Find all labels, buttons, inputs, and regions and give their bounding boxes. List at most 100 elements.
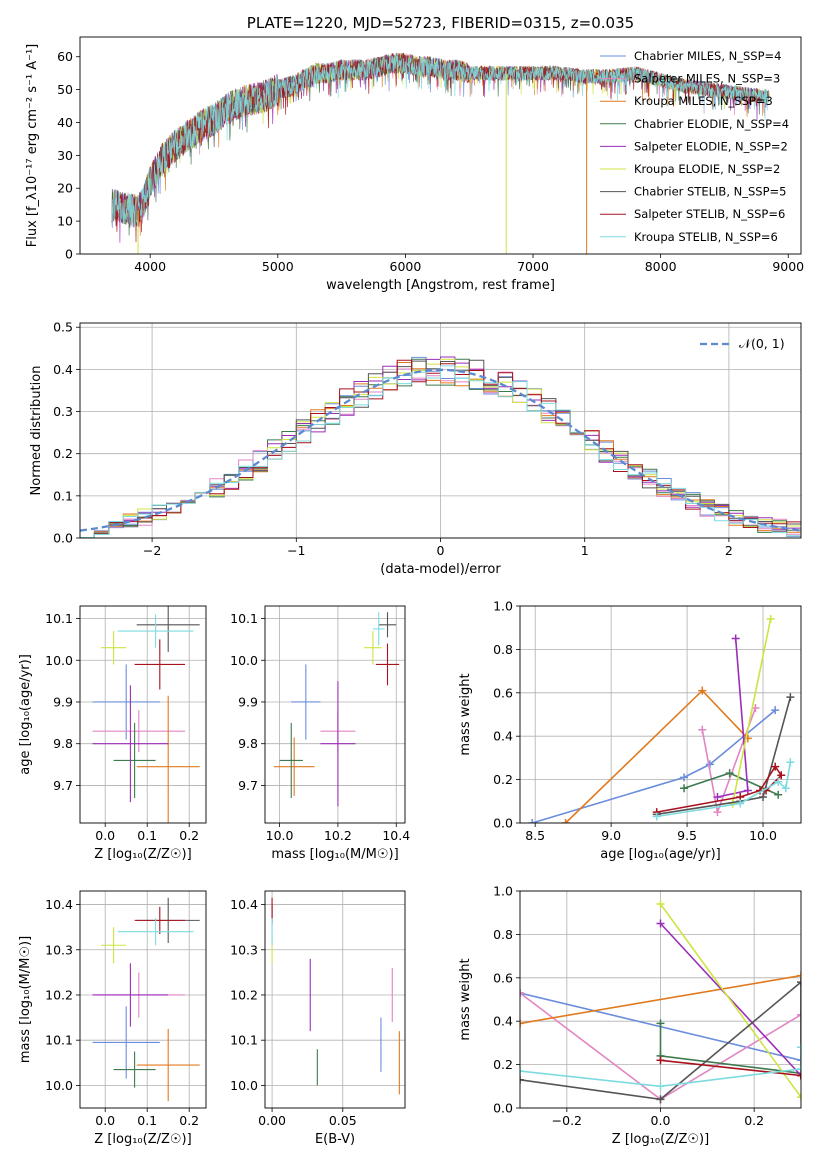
y-tick-label: 60 xyxy=(57,49,73,64)
x-tick-label: 0.05 xyxy=(329,1113,357,1128)
weight-marker xyxy=(797,1043,801,1052)
weight-marker xyxy=(713,792,722,801)
y-axis-label: mass weight xyxy=(458,673,473,755)
y-tick-label: 50 xyxy=(57,82,73,97)
y-tick-label: 10.0 xyxy=(230,653,258,668)
plot-area xyxy=(520,900,801,1104)
y-axis-label: Normed distribution xyxy=(29,366,44,496)
y-tick-label: 10.4 xyxy=(230,897,258,912)
weight-line xyxy=(659,903,801,1098)
weight-marker xyxy=(771,706,780,715)
histogram-step xyxy=(80,365,801,538)
weight-marker xyxy=(786,758,795,767)
x-tick-label: −0.2 xyxy=(552,1113,582,1128)
weight-marker xyxy=(713,808,722,817)
weight-marker xyxy=(774,777,783,786)
y-tick-label: 9.7 xyxy=(53,778,73,793)
y-tick-label: 10.2 xyxy=(230,987,258,1002)
y-tick-label: 1.0 xyxy=(493,599,513,614)
weight-line xyxy=(656,696,792,816)
x-tick-label: 2 xyxy=(725,543,733,558)
y-tick-label: 0.6 xyxy=(493,970,513,985)
weight-marker xyxy=(781,784,790,793)
y-tick-label: 40 xyxy=(57,115,73,130)
weight-marker xyxy=(656,1019,665,1028)
plot-area xyxy=(92,606,200,823)
weight-line xyxy=(701,707,757,816)
panel-ebv-mass: 0.00 0.05 10.0 10.1 10.2 10.3 10.4 E(B-V) xyxy=(230,890,406,1147)
x-tick-label: 10.4 xyxy=(382,828,410,843)
weight-marker xyxy=(652,812,661,821)
weight-marker xyxy=(520,988,524,997)
x-tick-label: 9000 xyxy=(772,259,804,274)
weight-marker xyxy=(786,693,795,702)
x-tick-label: 0.2 xyxy=(179,1113,199,1128)
x-axis-label: mass [log₁₀(M/M☉)] xyxy=(271,847,398,862)
y-tick-label: 10.0 xyxy=(45,653,73,668)
weight-marker xyxy=(698,725,707,734)
weight-line xyxy=(660,1059,801,1077)
x-tick-label: 10.0 xyxy=(266,828,294,843)
y-tick-label: 10.1 xyxy=(230,611,258,626)
weight-marker xyxy=(777,771,786,780)
panel-spectrum: 4000 5000 6000 7000 8000 9000 0 10 20 30 40 50 60 PLA… xyxy=(25,14,804,293)
axes-frame xyxy=(519,605,802,824)
weight-marker xyxy=(797,1071,801,1080)
weight-marker xyxy=(656,900,665,909)
y-tick-label: 0.2 xyxy=(493,1057,513,1072)
x-axis-label: Z [log₁₀(Z/Z☉)] xyxy=(94,1132,191,1147)
weight-marker xyxy=(725,769,734,778)
weight-marker xyxy=(797,971,801,980)
y-tick-label: 0.0 xyxy=(493,816,513,831)
y-tick-label: 0.3 xyxy=(53,404,73,419)
y-tick-label: 10.4 xyxy=(45,897,73,912)
weight-marker xyxy=(797,1010,801,1019)
weight-marker xyxy=(797,1064,801,1073)
weight-marker xyxy=(698,686,707,695)
axes-frame xyxy=(264,890,406,1109)
panel-z-weight: −0.2 0.0 0.2 0.0 0.2 0.4 0.6 0.8 1.0 Z [log₁₀(Z/Z… xyxy=(458,884,802,1147)
legend-label: Chabrier ELODIE, N_SSP=4 xyxy=(634,117,789,131)
plot-area xyxy=(271,897,400,1095)
y-tick-label: 0.4 xyxy=(53,362,73,377)
y-tick-label: 1.0 xyxy=(493,884,513,899)
weight-marker xyxy=(731,634,740,643)
weight-line xyxy=(520,1047,801,1088)
weight-marker xyxy=(656,1082,665,1091)
plot-area xyxy=(92,897,200,1102)
panel-z-mass: 0.0 0.1 0.2 10.0 10.1 10.2 10.3 10.4 Z [log₁₀(Z/… xyxy=(18,890,207,1147)
x-axis-label: Z [log₁₀(Z/Z☉)] xyxy=(612,1132,709,1147)
x-tick-label: 10.2 xyxy=(324,828,352,843)
normal-curve xyxy=(80,368,801,532)
weight-line xyxy=(520,974,801,1025)
x-tick-label: 0.0 xyxy=(95,828,115,843)
weight-marker xyxy=(743,786,752,795)
x-axis-label: Z [log₁₀(Z/Z☉)] xyxy=(94,847,191,862)
x-tick-label: 8.5 xyxy=(525,828,545,843)
plot-area xyxy=(273,612,400,807)
x-tick-label: 0.2 xyxy=(179,828,199,843)
x-tick-label: −2 xyxy=(143,543,161,558)
y-tick-label: 10.1 xyxy=(45,1033,73,1048)
x-axis-label: (data-model)/error xyxy=(380,562,501,577)
y-tick-label: 0.2 xyxy=(53,446,73,461)
y-tick-label: 20 xyxy=(57,181,73,196)
weight-marker xyxy=(520,1019,524,1028)
legend-label: Chabrier MILES, N_SSP=4 xyxy=(634,49,781,63)
y-tick-label: 9.9 xyxy=(238,694,258,709)
legend-label: Salpeter MILES, N_SSP=3 xyxy=(634,72,780,86)
spectrum-line xyxy=(111,53,770,227)
panel-residuals: −2 −1 0 1 2 0.0 0.1 0.2 0.3 0.4 0.5 𝒩(0, 1) (data-mo… xyxy=(29,320,802,577)
y-tick-label: 0.4 xyxy=(493,729,513,744)
weight-marker xyxy=(656,1056,665,1065)
axes-frame xyxy=(79,36,802,255)
y-axis-label: age [log₁₀(age/yr)] xyxy=(18,654,33,775)
y-axis-label: Flux [f_λ10⁻¹⁷ erg cm⁻² s⁻¹ A⁻¹] xyxy=(25,44,40,248)
y-axis-label: mass [log₁₀(M/M☉)] xyxy=(18,936,33,1063)
axes-frame xyxy=(79,322,802,539)
x-tick-label: 9.5 xyxy=(677,828,697,843)
y-tick-label: 10.1 xyxy=(230,1033,258,1048)
x-tick-label: 8000 xyxy=(645,259,677,274)
x-axis-label: E(B-V) xyxy=(315,1132,355,1147)
x-tick-label: 0.00 xyxy=(258,1113,286,1128)
